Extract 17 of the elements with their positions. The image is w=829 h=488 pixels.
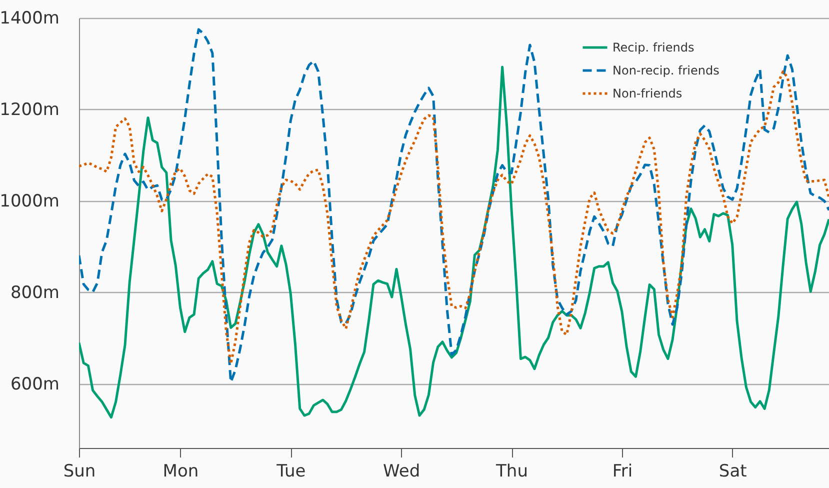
x-tick-label: Mon [162,462,199,482]
legend-label: Non-recip. friends [612,64,720,78]
line-series [79,28,829,384]
y-tick-label: 1000m [0,191,60,212]
x-tick-label: Fri [612,462,633,482]
legend-label: Non-friends [612,86,682,100]
x-tick-label: Tue [276,462,306,482]
y-tick-label: 800m [10,282,60,303]
y-tick-label: 1400m [0,8,60,28]
y-tick-label: 1200m [0,100,60,120]
line-series [79,66,829,419]
y-tick-label: 600m [10,374,60,394]
x-tick-label: Thu [495,462,528,482]
x-tick-label: Wed [383,462,420,482]
x-tick-label: Sun [63,462,96,482]
legend-label: Recip. friends [612,40,694,54]
x-tick-label: Sat [718,462,748,482]
